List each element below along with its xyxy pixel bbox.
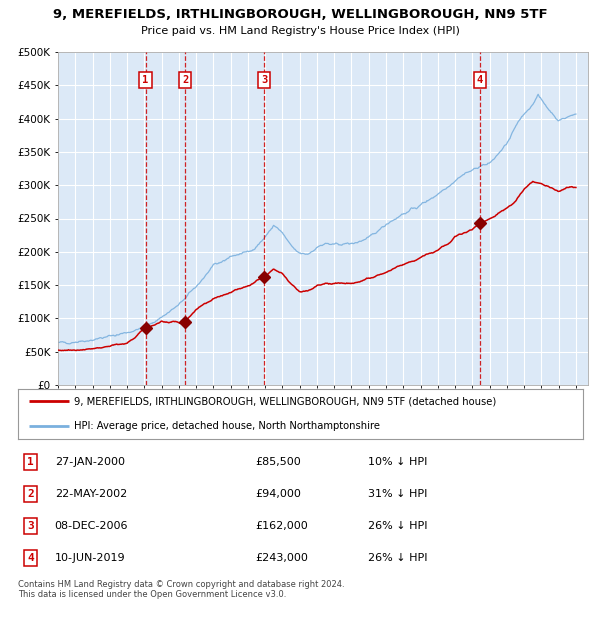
Text: 2: 2: [27, 489, 34, 499]
Text: HPI: Average price, detached house, North Northamptonshire: HPI: Average price, detached house, Nort…: [74, 421, 380, 431]
Text: 1: 1: [27, 457, 34, 467]
Text: 9, MEREFIELDS, IRTHLINGBOROUGH, WELLINGBOROUGH, NN9 5TF: 9, MEREFIELDS, IRTHLINGBOROUGH, WELLINGB…: [53, 8, 547, 21]
Text: £243,000: £243,000: [256, 553, 308, 563]
Text: 10-JUN-2019: 10-JUN-2019: [55, 553, 125, 563]
Text: £85,500: £85,500: [256, 457, 301, 467]
Text: 27-JAN-2000: 27-JAN-2000: [55, 457, 125, 467]
Text: 26% ↓ HPI: 26% ↓ HPI: [368, 553, 428, 563]
Text: 4: 4: [477, 75, 483, 85]
Text: 10% ↓ HPI: 10% ↓ HPI: [368, 457, 428, 467]
Text: £94,000: £94,000: [256, 489, 301, 499]
Text: Contains HM Land Registry data © Crown copyright and database right 2024.
This d: Contains HM Land Registry data © Crown c…: [18, 580, 344, 600]
Text: 26% ↓ HPI: 26% ↓ HPI: [368, 521, 428, 531]
Text: 31% ↓ HPI: 31% ↓ HPI: [368, 489, 428, 499]
Text: 4: 4: [27, 553, 34, 563]
Text: 3: 3: [27, 521, 34, 531]
Text: 9, MEREFIELDS, IRTHLINGBOROUGH, WELLINGBOROUGH, NN9 5TF (detached house): 9, MEREFIELDS, IRTHLINGBOROUGH, WELLINGB…: [74, 396, 497, 406]
Text: £162,000: £162,000: [256, 521, 308, 531]
Text: 08-DEC-2006: 08-DEC-2006: [55, 521, 128, 531]
Text: Price paid vs. HM Land Registry's House Price Index (HPI): Price paid vs. HM Land Registry's House …: [140, 26, 460, 36]
Text: 1: 1: [142, 75, 149, 85]
Text: 2: 2: [182, 75, 188, 85]
Text: 3: 3: [261, 75, 267, 85]
Text: 22-MAY-2002: 22-MAY-2002: [55, 489, 127, 499]
